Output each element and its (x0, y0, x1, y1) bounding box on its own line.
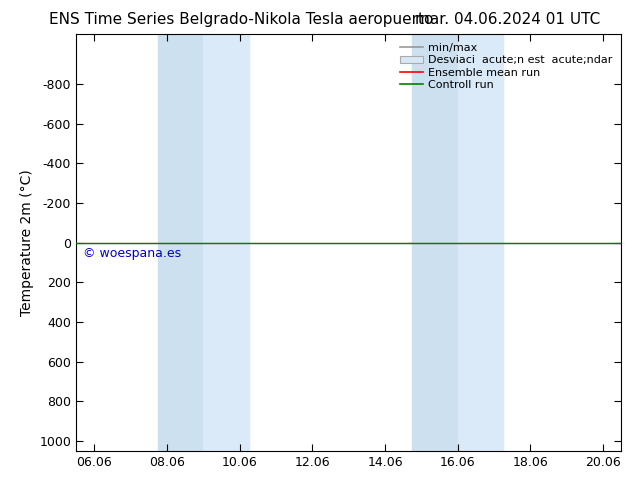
Text: ENS Time Series Belgrado-Nikola Tesla aeropuerto: ENS Time Series Belgrado-Nikola Tesla ae… (49, 12, 433, 27)
Bar (458, 34, 503, 451)
Bar (158, 34, 204, 451)
Y-axis label: Temperature 2m (°C): Temperature 2m (°C) (20, 169, 34, 316)
Text: mar. 04.06.2024 01 UTC: mar. 04.06.2024 01 UTC (415, 12, 600, 27)
Bar (412, 34, 458, 451)
Legend: min/max, Desviaci  acute;n est  acute;ndar, Ensemble mean run, Controll run: min/max, Desviaci acute;n est acute;ndar… (397, 40, 616, 93)
Bar (204, 34, 249, 451)
Text: © woespana.es: © woespana.es (83, 247, 181, 260)
